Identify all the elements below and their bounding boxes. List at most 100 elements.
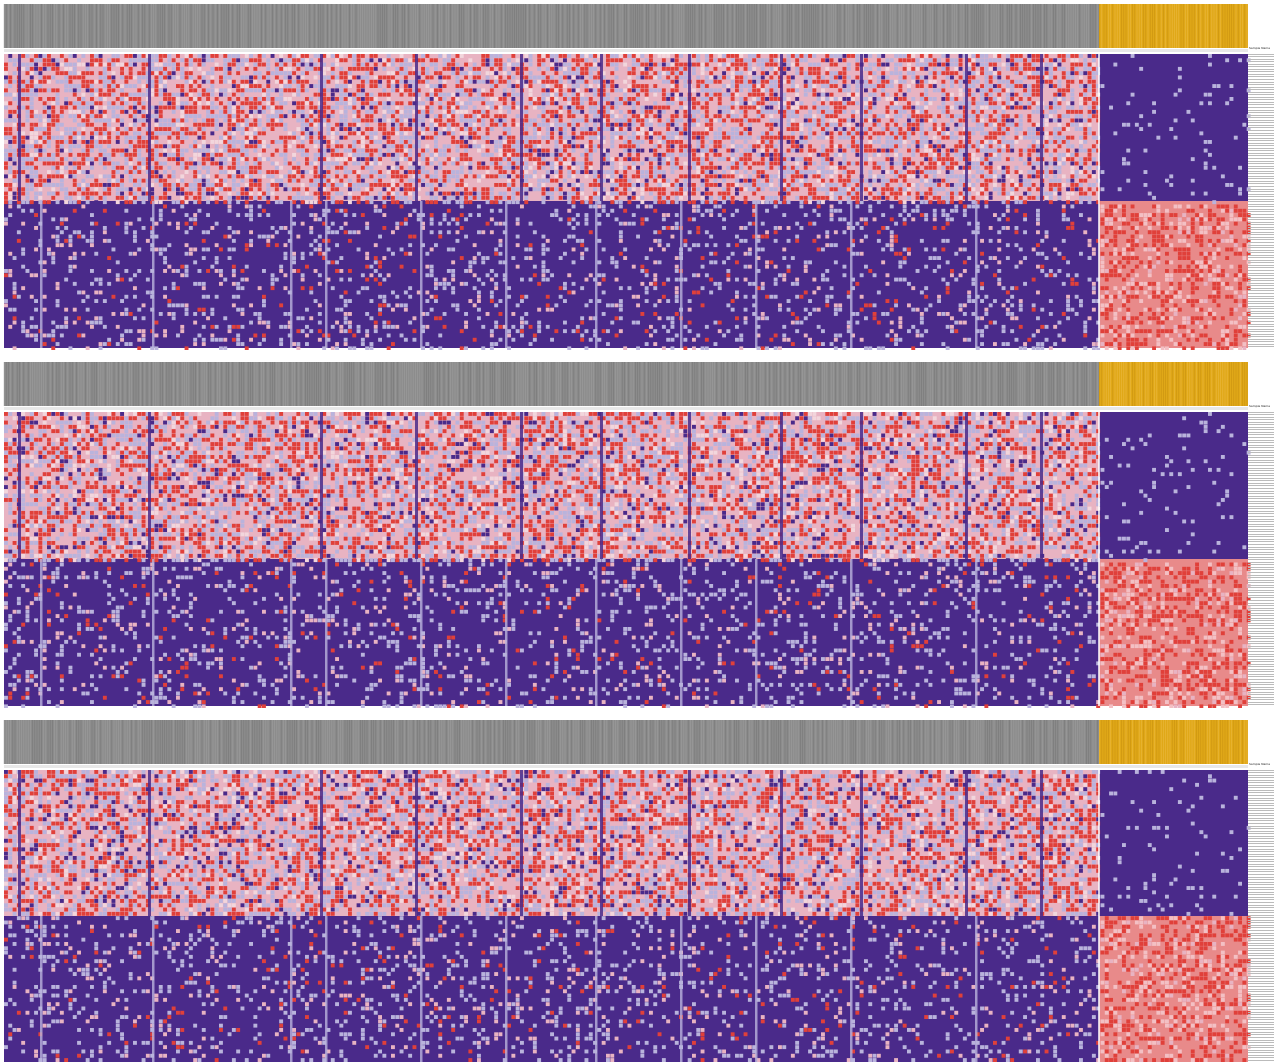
heatmap-cell bbox=[201, 75, 206, 80]
heatmap-cell bbox=[176, 127, 180, 131]
heatmap-cell bbox=[674, 122, 679, 127]
heatmap-cell bbox=[158, 118, 163, 123]
heatmap-cell bbox=[472, 144, 477, 149]
heatmap-cell bbox=[876, 135, 881, 140]
heatmap-cell bbox=[1031, 75, 1036, 80]
heatmap-cell bbox=[1091, 144, 1096, 149]
heatmap-cell bbox=[679, 97, 683, 101]
heatmap-cell bbox=[812, 114, 817, 119]
heatmap-cell bbox=[1066, 109, 1070, 114]
heatmap-cell bbox=[115, 127, 120, 131]
heatmap-cell bbox=[201, 88, 206, 93]
heatmap-cell bbox=[223, 92, 228, 97]
heatmap-cell bbox=[481, 97, 486, 101]
heatmap-cell bbox=[403, 58, 408, 63]
heatmap-cell bbox=[868, 148, 873, 153]
heatmap-cell bbox=[1061, 54, 1066, 58]
heatmap-cell bbox=[722, 62, 726, 67]
heatmap-cell bbox=[700, 144, 705, 149]
heatmap-cell bbox=[485, 105, 490, 110]
heatmap-cell bbox=[72, 92, 77, 97]
heatmap-cell bbox=[571, 109, 576, 114]
heatmap-cell bbox=[253, 105, 258, 110]
heatmap-cell bbox=[107, 157, 112, 162]
heatmap-cell bbox=[773, 54, 778, 58]
heatmap-cell bbox=[515, 66, 520, 71]
heatmap-cell bbox=[184, 105, 189, 110]
heatmap-cell bbox=[838, 148, 843, 153]
heatmap-cell bbox=[8, 148, 13, 153]
heatmap-cell bbox=[511, 75, 516, 80]
heatmap-cell bbox=[782, 152, 787, 157]
heatmap-cell bbox=[201, 62, 206, 67]
heatmap-cell bbox=[532, 118, 537, 123]
heatmap-cell bbox=[717, 92, 722, 97]
heatmap-cell bbox=[451, 122, 456, 127]
heatmap-cell bbox=[975, 114, 980, 119]
heatmap-cell bbox=[240, 140, 245, 144]
heatmap-cell bbox=[1190, 118, 1195, 123]
heatmap-cell bbox=[391, 118, 395, 123]
heatmap-cell bbox=[98, 109, 103, 114]
heatmap-cell bbox=[550, 54, 554, 58]
heatmap-cell bbox=[425, 97, 430, 101]
heatmap-cell bbox=[137, 135, 142, 140]
heatmap-cell bbox=[993, 88, 997, 93]
heatmap-cell bbox=[790, 131, 795, 136]
heatmap-cell bbox=[481, 88, 486, 93]
heatmap-cell bbox=[464, 114, 468, 119]
heatmap-cell bbox=[821, 118, 825, 123]
heatmap-cell bbox=[898, 144, 903, 149]
heatmap-cell bbox=[803, 122, 808, 127]
heatmap-cell bbox=[59, 131, 64, 136]
heatmap-cell bbox=[124, 84, 129, 88]
heatmap-cell bbox=[360, 144, 365, 149]
heatmap-cell bbox=[283, 66, 288, 71]
heatmap-cell bbox=[1079, 135, 1083, 140]
heatmap-cell bbox=[545, 84, 550, 88]
heatmap-cell bbox=[253, 127, 258, 131]
heatmap-cell bbox=[597, 114, 602, 119]
heatmap-cell bbox=[425, 75, 430, 80]
heatmap-cell bbox=[240, 105, 245, 110]
heatmap-cell bbox=[421, 118, 425, 123]
heatmap-cell bbox=[107, 118, 112, 123]
heatmap-cell bbox=[795, 92, 800, 97]
heatmap-cell bbox=[408, 92, 413, 97]
heatmap-cell bbox=[670, 97, 675, 101]
heatmap-cell bbox=[786, 79, 791, 84]
heatmap-cell bbox=[511, 66, 516, 71]
heatmap-cell bbox=[657, 122, 662, 127]
heatmap-cell bbox=[68, 152, 73, 157]
heatmap-cell bbox=[889, 58, 894, 63]
heatmap-cell bbox=[468, 135, 473, 140]
heatmap-cell bbox=[184, 127, 189, 131]
heatmap-cell bbox=[769, 109, 774, 114]
heatmap-cell bbox=[309, 127, 314, 131]
heatmap-cell bbox=[141, 135, 146, 140]
heatmap-cell bbox=[266, 92, 271, 97]
heatmap-cell bbox=[954, 152, 959, 157]
heatmap-cell bbox=[958, 105, 963, 110]
heatmap-cell bbox=[967, 75, 972, 80]
heatmap-cell bbox=[163, 131, 167, 136]
heatmap-cell bbox=[636, 131, 640, 136]
heatmap-cell bbox=[266, 118, 271, 123]
heatmap-cell bbox=[102, 140, 107, 144]
heatmap-cell bbox=[541, 101, 546, 106]
heatmap-cell bbox=[472, 122, 477, 127]
heatmap-cell bbox=[145, 75, 150, 80]
heatmap-cell bbox=[29, 75, 34, 80]
heatmap-cell bbox=[713, 148, 718, 153]
heatmap-cell bbox=[997, 152, 1002, 157]
heatmap-cell bbox=[360, 152, 365, 157]
heatmap-cell bbox=[958, 101, 963, 106]
heatmap-cell bbox=[507, 152, 511, 157]
heatmap-cell bbox=[468, 58, 473, 63]
heatmap-cell bbox=[1010, 148, 1015, 153]
heatmap-cell bbox=[1087, 109, 1092, 114]
heatmap-cell bbox=[335, 84, 339, 88]
heatmap-cell bbox=[279, 122, 284, 127]
heatmap-cell bbox=[257, 122, 262, 127]
heatmap-cell bbox=[1066, 84, 1070, 88]
